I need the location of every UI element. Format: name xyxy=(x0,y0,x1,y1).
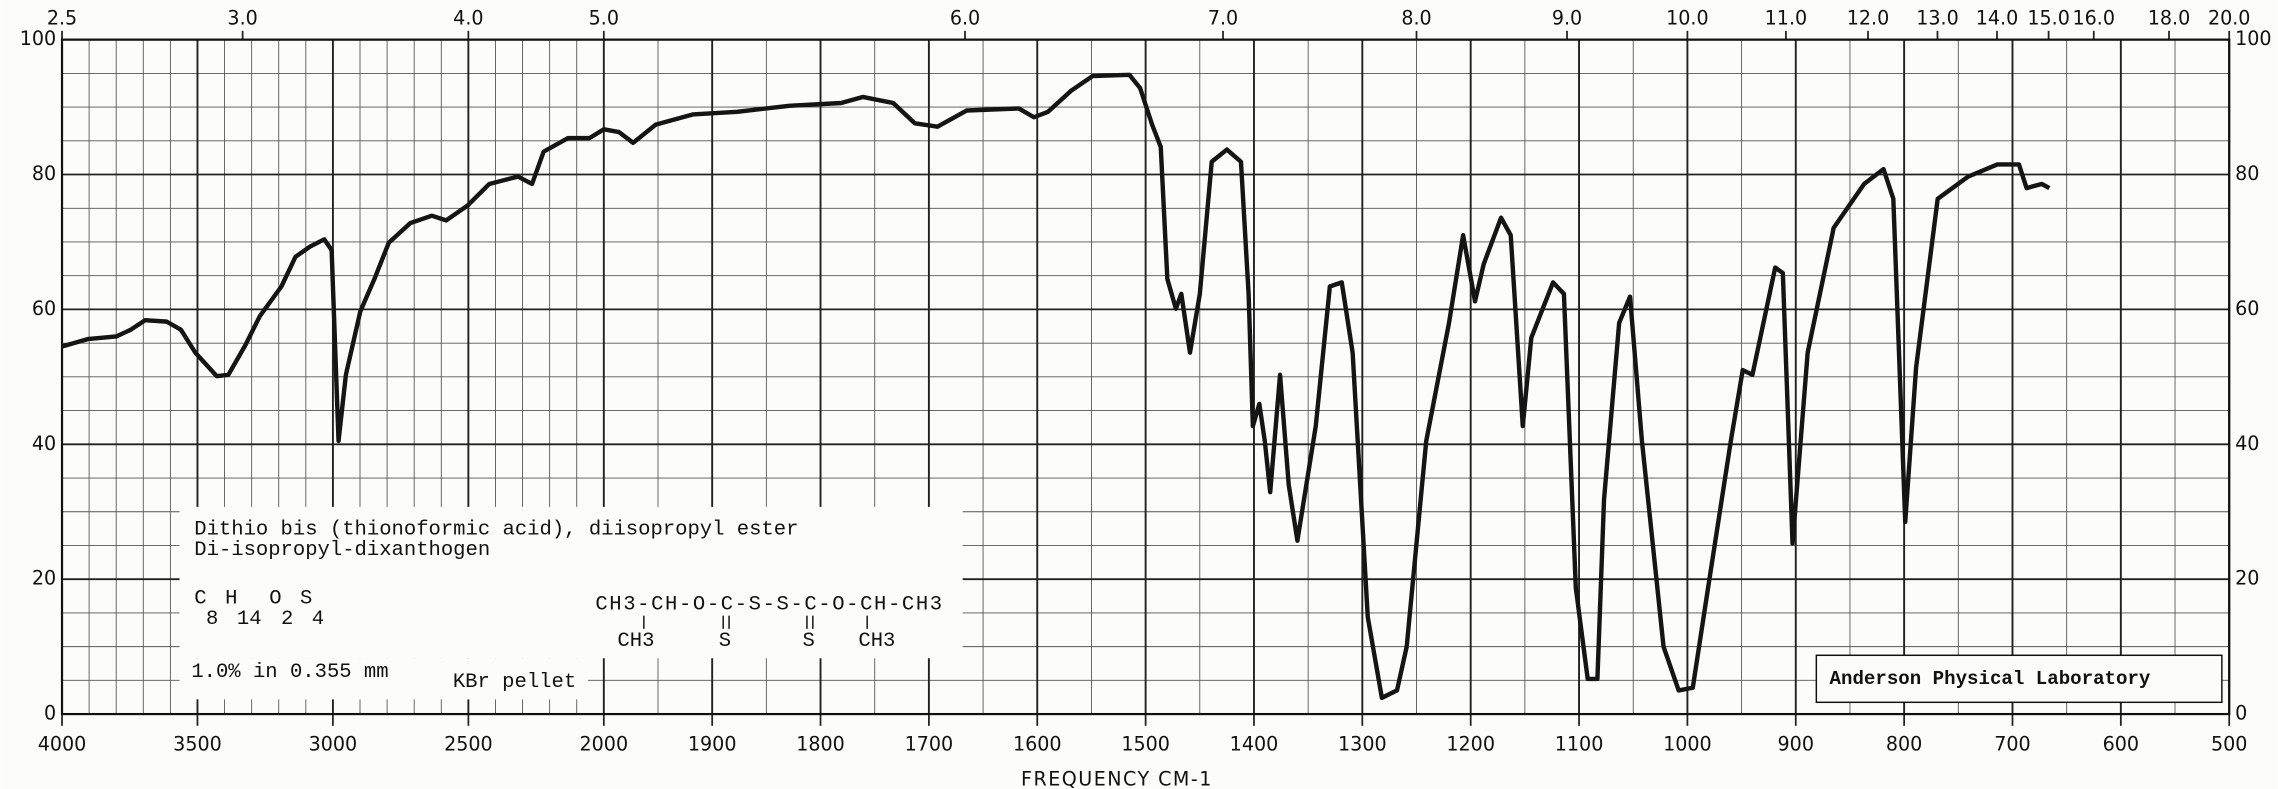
formula-element: H xyxy=(225,587,237,610)
y2-tick-label: 60 xyxy=(2235,297,2259,320)
formula-count: 2 xyxy=(281,608,293,631)
x-tick-label: 1200 xyxy=(1446,732,1495,755)
x2-tick-label: 10.0 xyxy=(1666,7,1709,30)
x-tick-label: 3000 xyxy=(309,732,358,755)
y-tick-label: 100 xyxy=(20,27,56,50)
x-tick-label: 1800 xyxy=(796,732,845,755)
label-box xyxy=(179,506,963,659)
x-tick-label: 1500 xyxy=(1121,732,1170,755)
y-tick-label: 80 xyxy=(32,162,56,185)
x-tick-label: 700 xyxy=(1994,732,2030,755)
y-tick-label: 60 xyxy=(32,297,56,320)
x-tick-label: 500 xyxy=(2211,732,2247,755)
branch: S xyxy=(719,630,731,653)
y2-tick-label: 40 xyxy=(2235,432,2259,455)
branch: S xyxy=(803,630,815,653)
spectrum-line xyxy=(61,72,2051,701)
concentration: 1.0% in 0.355 mm xyxy=(191,661,388,684)
branch: CH3 xyxy=(617,630,654,653)
x2-tick-label: 6.0 xyxy=(950,7,980,30)
y-tick-label: 40 xyxy=(32,432,56,455)
x-tick-label: 1700 xyxy=(905,732,954,755)
x2-tick-label: 3.0 xyxy=(227,7,257,30)
x-tick-label: 1000 xyxy=(1663,732,1712,755)
annotations: Dithio bis (thionoformic acid), diisopro… xyxy=(179,506,2223,704)
x2-tick-label: 12.0 xyxy=(1847,7,1890,30)
formula-count: 14 xyxy=(237,608,262,631)
x2-tick-label: 9.0 xyxy=(1552,7,1582,30)
x-tick-label: 2500 xyxy=(444,732,493,755)
x-tick-label: 600 xyxy=(2103,732,2139,755)
compound-name: Dithio bis (thionoformic acid), diisopro… xyxy=(194,518,798,541)
x2-tick-label: 5.0 xyxy=(589,7,619,30)
x2-tick-label: 20.0 xyxy=(2208,7,2251,30)
y-tick-label: 0 xyxy=(44,702,56,725)
y2-tick-label: 20 xyxy=(2235,567,2259,590)
x-tick-label: 1100 xyxy=(1555,732,1604,755)
x2-tick-label: 16.0 xyxy=(2072,7,2115,30)
compound-synonym: Di-isopropyl-dixanthogen xyxy=(194,539,490,562)
plot xyxy=(61,72,2051,701)
lab-box xyxy=(1815,654,2223,704)
x2-tick-label: 8.0 xyxy=(1401,7,1431,30)
formula-count: 8 xyxy=(206,608,218,631)
formula-count: 4 xyxy=(312,608,324,631)
x-tick-label: 3500 xyxy=(173,732,222,755)
x-tick-label: 900 xyxy=(1778,732,1814,755)
x-tick-label: 2000 xyxy=(580,732,629,755)
x2-tick-label: 13.0 xyxy=(1916,7,1959,30)
x2-tick-label: 14.0 xyxy=(1976,7,2019,30)
bonds xyxy=(643,615,868,629)
x-axis-label: FREQUENCY CM-1 xyxy=(1021,768,1213,789)
formula-element: S xyxy=(300,587,312,610)
formula-element: O xyxy=(269,587,281,610)
x2-tick-label: 18.0 xyxy=(2148,7,2191,30)
x2-tick-label: 15.0 xyxy=(2027,7,2070,30)
x2-tick-label: 4.0 xyxy=(453,7,483,30)
x-tick-label: 1900 xyxy=(688,732,737,755)
y2-tick-label: 80 xyxy=(2235,162,2259,185)
x-tick-label: 800 xyxy=(1886,732,1922,755)
structure: CH3-CH-O-C-S-S-C-O-CH-CH3 xyxy=(595,593,942,616)
label-box xyxy=(179,658,589,700)
lab-name: Anderson Physical Laboratory xyxy=(1830,668,2151,690)
y-tick-label: 20 xyxy=(32,567,56,590)
x-tick-label: 4000 xyxy=(38,732,87,755)
x2-tick-label: 11.0 xyxy=(1765,7,1808,30)
x-tick-label: 1300 xyxy=(1338,732,1387,755)
plot-frame xyxy=(60,38,2231,716)
x-tick-label: 1600 xyxy=(1013,732,1062,755)
y2-tick-label: 0 xyxy=(2235,702,2247,725)
y2-tick-label: 100 xyxy=(2235,27,2271,50)
formula-element: C xyxy=(194,587,206,610)
x2-tick-label: 7.0 xyxy=(1208,7,1238,30)
x2-tick-label: 2.5 xyxy=(47,7,77,30)
x-tick-label: 1400 xyxy=(1230,732,1279,755)
medium: KBr pellet xyxy=(453,671,576,694)
branch: CH3 xyxy=(858,630,895,653)
